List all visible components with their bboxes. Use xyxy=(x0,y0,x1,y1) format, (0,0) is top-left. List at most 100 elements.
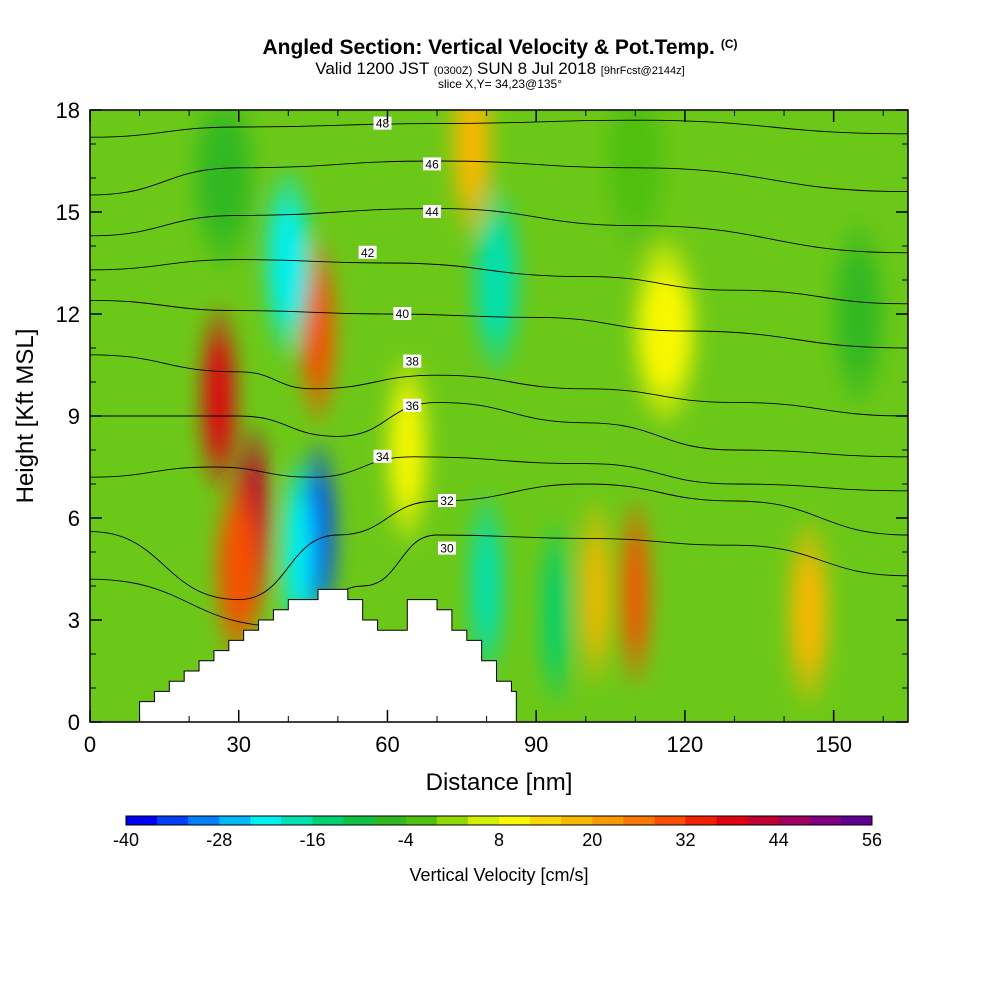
y-tick-label: 3 xyxy=(68,608,80,633)
velocity-cell-core xyxy=(474,526,499,646)
colorbar-swatch xyxy=(312,816,345,825)
velocity-cell-core xyxy=(585,532,606,653)
y-tick-label: 12 xyxy=(56,302,80,327)
colorbar-swatch xyxy=(467,816,500,825)
terrain xyxy=(139,588,517,722)
colorbar-tick-label: 56 xyxy=(862,830,882,850)
theta-contour xyxy=(90,208,908,254)
y-tick-label: 6 xyxy=(68,506,80,531)
theta-contour xyxy=(90,299,908,349)
colorbar-tick-label: -4 xyxy=(398,830,414,850)
velocity-cell-core xyxy=(546,553,566,674)
colorbar-swatch xyxy=(561,816,593,825)
colorbar-swatch xyxy=(685,816,718,825)
colorbar-tick-label: -28 xyxy=(206,830,232,850)
colorbar-swatch xyxy=(592,816,624,825)
velocity-cell-core xyxy=(305,271,331,391)
theta-contour xyxy=(90,483,908,601)
x-tick-label: 90 xyxy=(524,732,548,757)
colorbar: -40 -28 -16 -4 8 20 32 44 56 xyxy=(113,815,882,850)
y-tick-label: 0 xyxy=(68,710,80,735)
y-tick-label: 15 xyxy=(56,200,80,225)
colorbar-tick-label: 20 xyxy=(582,830,602,850)
colorbar-swatch xyxy=(219,816,251,825)
colorbar-swatch xyxy=(343,816,376,825)
colorbar-tick-label: 44 xyxy=(769,830,789,850)
colorbar-swatch xyxy=(126,816,158,825)
velocity-cell-core xyxy=(199,118,249,238)
valid-time: Valid 1200 JST xyxy=(315,59,429,78)
valid-date: SUN 8 Jul 2018 xyxy=(476,59,597,78)
contour-label: 44 xyxy=(425,205,439,219)
contour-label: 46 xyxy=(425,157,439,171)
contour-label: 34 xyxy=(376,450,390,464)
colorbar-swatch xyxy=(809,816,842,825)
plot-area: 30 32 34 36 38 40 42 44 46 48 xyxy=(90,110,908,722)
velocity-cell-core xyxy=(206,339,232,459)
x-tick-label: 60 xyxy=(375,732,399,757)
theta-contour xyxy=(90,259,908,305)
velocity-cell-core xyxy=(285,492,311,612)
contour-label-bg xyxy=(437,541,456,555)
chart-subtitle: Valid 1200 JST (0300Z) SUN 8 Jul 2018 [9… xyxy=(0,59,1000,79)
contour-label: 32 xyxy=(440,494,454,508)
velocity-cell-core xyxy=(479,220,514,340)
colorbar-swatch xyxy=(654,816,686,825)
y-tick-label: 9 xyxy=(68,404,80,429)
contour-label-bg xyxy=(403,398,422,412)
contour-label-bg xyxy=(393,307,412,320)
x-axis-label: Distance [nm] xyxy=(426,769,573,796)
y-tick-label: 18 xyxy=(56,98,80,123)
contour-label: 36 xyxy=(406,399,420,413)
x-tick-label: 0 xyxy=(84,732,96,757)
velocity-cell-core xyxy=(456,110,487,204)
contour-label: 42 xyxy=(361,246,375,260)
contour-label: 40 xyxy=(396,307,410,321)
colorbar-tick-label: -16 xyxy=(299,830,325,850)
colorbar-swatch xyxy=(778,816,811,825)
theta-contour xyxy=(90,119,908,138)
colorbar-swatch xyxy=(374,816,407,825)
y-axis-label: Height [Kft MSL] xyxy=(12,329,39,504)
colorbar-swatch xyxy=(436,816,469,825)
colorbar-swatch xyxy=(250,816,282,825)
chart-title-mark: (C) xyxy=(720,37,738,51)
colorbar-swatch xyxy=(499,816,531,825)
colorbar-tick-label: 8 xyxy=(494,830,504,850)
colorbar-swatch xyxy=(623,816,655,825)
x-tick-label: 150 xyxy=(815,732,852,757)
colorbar-swatch xyxy=(716,816,749,825)
colorbar-swatch xyxy=(188,816,220,825)
x-tick-label: 30 xyxy=(226,732,250,757)
contour-label: 48 xyxy=(376,117,390,131)
colorbar-swatch xyxy=(530,816,562,825)
velocity-cell-core xyxy=(221,509,257,629)
velocity-cell-core xyxy=(838,254,879,374)
chart-title: Angled Section: Vertical Velocity & Pot.… xyxy=(0,36,1000,60)
velocity-cell-core xyxy=(625,532,646,653)
contour-label-bg xyxy=(423,157,442,171)
theta-contour xyxy=(90,160,908,196)
contour-label-bg xyxy=(358,245,377,259)
colorbar-swatch xyxy=(840,816,873,825)
colorbar-tick-label: 32 xyxy=(675,830,695,850)
colorbar-tick-label: -40 xyxy=(113,830,139,850)
colorbar-swatch xyxy=(157,816,189,825)
theta-contour xyxy=(90,401,908,458)
velocity-cell-core xyxy=(270,203,306,323)
colorbar-swatch xyxy=(405,816,438,825)
contour-label: 38 xyxy=(406,355,420,369)
pot-temp-contours: 30 32 34 36 38 40 42 44 46 48 xyxy=(90,116,908,628)
vertical-velocity-field xyxy=(193,110,885,704)
contour-label-bg xyxy=(437,494,456,507)
contour-label: 30 xyxy=(440,542,454,556)
colorbar-swatch xyxy=(281,816,313,825)
contour-label-bg xyxy=(423,205,442,218)
theta-contour xyxy=(90,354,908,417)
contour-label-bg xyxy=(403,354,422,368)
contour-label-bg xyxy=(373,449,392,463)
slice-info: slice X,Y= 34,23@135° xyxy=(437,77,563,91)
chart-title-text: Angled Section: Vertical Velocity & Pot.… xyxy=(262,36,715,59)
